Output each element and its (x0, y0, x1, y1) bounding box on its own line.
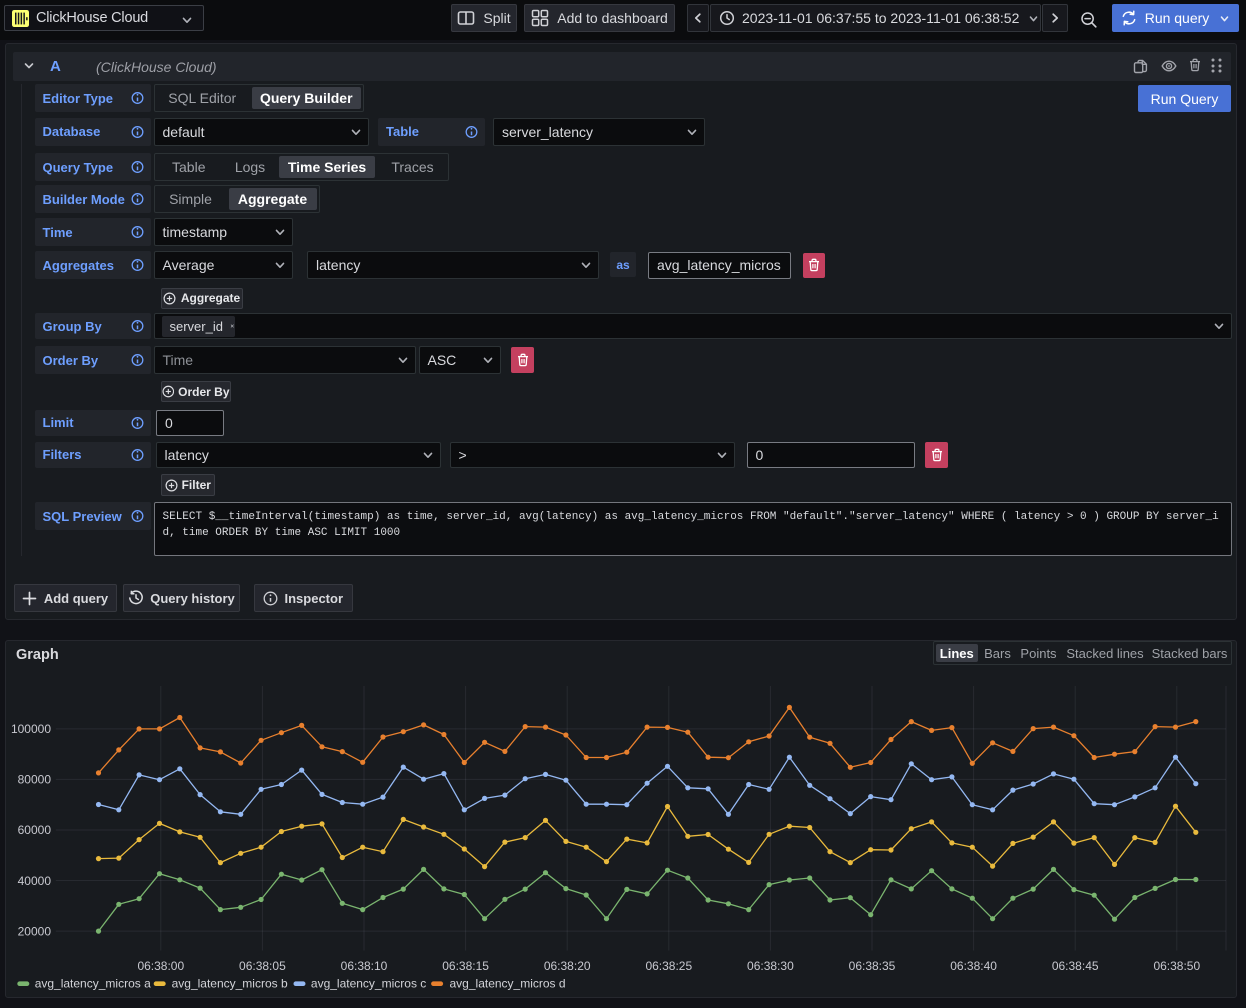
svg-text:100000: 100000 (11, 722, 51, 736)
svg-text:40000: 40000 (18, 874, 52, 888)
svg-text:60000: 60000 (18, 823, 52, 837)
svg-text:20000: 20000 (18, 924, 52, 938)
svg-text:avg_latency_micros d: avg_latency_micros d (450, 977, 566, 991)
svg-text:avg_latency_micros c: avg_latency_micros c (311, 977, 426, 991)
svg-text:06:38:45: 06:38:45 (1052, 959, 1099, 973)
svg-text:06:38:05: 06:38:05 (239, 959, 286, 973)
svg-text:06:38:25: 06:38:25 (645, 959, 692, 973)
svg-text:avg_latency_micros a: avg_latency_micros a (35, 977, 151, 991)
svg-text:06:38:50: 06:38:50 (1153, 959, 1200, 973)
svg-text:06:38:40: 06:38:40 (950, 959, 997, 973)
svg-text:06:38:35: 06:38:35 (849, 959, 896, 973)
svg-text:06:38:20: 06:38:20 (544, 959, 591, 973)
svg-text:80000: 80000 (18, 773, 52, 787)
svg-text:avg_latency_micros b: avg_latency_micros b (172, 977, 288, 991)
svg-text:06:38:15: 06:38:15 (442, 959, 489, 973)
svg-text:06:38:10: 06:38:10 (341, 959, 388, 973)
svg-text:06:38:00: 06:38:00 (137, 959, 184, 973)
svg-text:06:38:30: 06:38:30 (747, 959, 794, 973)
